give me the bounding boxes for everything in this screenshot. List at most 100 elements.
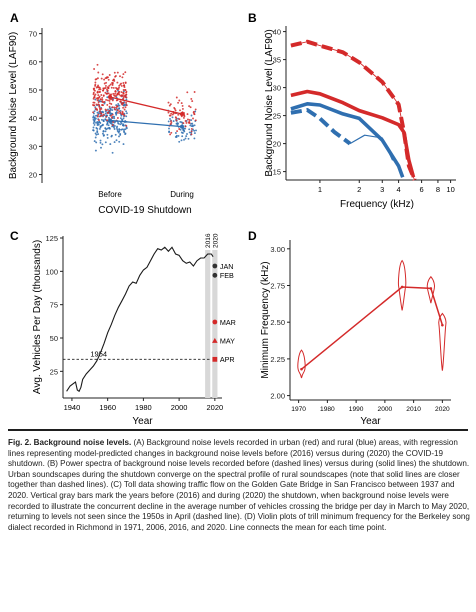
panel-a-urban-point	[190, 127, 193, 130]
panel-a-rural-point	[117, 121, 119, 124]
panel-a-rural-point	[113, 124, 116, 127]
panel-b-y-label: Background Noise Level (LAF90)	[264, 29, 275, 176]
panel-b-xtick-label: 1	[318, 185, 322, 194]
panel-b-x-label: Frequency (kHz)	[340, 199, 414, 210]
panel-a-rural-point	[193, 132, 196, 135]
panel-b-rural-before-line	[349, 134, 394, 161]
panel-a-x-label: COVID-19 Shutdown	[98, 205, 191, 216]
panel-a-urban-point	[98, 107, 101, 110]
panel-a-rural-point	[110, 135, 113, 138]
panel-a-urban-point	[179, 109, 181, 112]
panel-a-urban-point	[169, 123, 172, 126]
panel-d-xtick-label: 1980	[320, 406, 335, 413]
panel-a-urban-point	[111, 84, 114, 86]
panel-a-urban-point	[122, 96, 125, 99]
panel-a-urban-point	[104, 91, 107, 94]
panel-a-rural-point	[115, 139, 118, 142]
panel-d-ytick-label: 2.25	[270, 355, 285, 364]
panel-c-x-label: Year	[132, 416, 153, 427]
panel-a-rural-point	[182, 128, 185, 131]
panel-a-urban-point	[116, 109, 119, 111]
panel-a-urban-point	[167, 111, 170, 114]
panel-c-traffic-line	[66, 246, 214, 393]
panel-a-rural-point	[116, 130, 119, 133]
panel-a-rural-point	[181, 135, 184, 138]
panel-a-rural-point	[167, 120, 170, 123]
panel-a-urban-point	[99, 115, 102, 117]
panel-a-urban-point	[103, 78, 106, 81]
panel-a-urban-point	[125, 93, 128, 96]
panel-a-rural-point	[189, 124, 192, 127]
panel-a-rural-point	[116, 128, 119, 131]
panel-a-urban-point	[114, 90, 117, 92]
panel-a-urban-point	[118, 93, 121, 96]
panel-a-rural-point	[118, 107, 121, 110]
panel-a-urban-point	[188, 105, 191, 108]
panel-a-xtick-label: During	[170, 190, 194, 199]
panel-a-rural-point	[101, 143, 104, 146]
panel-a-rural-point	[193, 124, 196, 127]
panel-a-rural-point	[121, 118, 123, 121]
panel-a-urban-point	[108, 109, 111, 112]
panel-a-rural-point	[123, 103, 126, 106]
panel-d-mean-point	[429, 287, 433, 290]
panel-a-rural-point	[92, 116, 95, 119]
panel-a-urban-point	[120, 94, 123, 97]
panel-a-urban-point	[113, 94, 116, 97]
panel-a-urban-point	[120, 91, 123, 94]
panel-a-urban-point	[170, 131, 173, 134]
panel-a-urban-point	[116, 105, 119, 108]
panel-d-chart: 2.00 2.25 2.50 2.75 3.00 1970 1980 1990 2000 2010…	[260, 240, 451, 427]
panel-a-urban-point	[125, 104, 128, 107]
panel-c-xtick-label: 1940	[64, 403, 81, 412]
panel-a-urban-point	[106, 103, 109, 106]
panel-a-urban-point	[176, 130, 179, 133]
panel-b-letter: B	[248, 11, 257, 25]
panel-a-urban-point	[125, 96, 128, 99]
panel-a-urban-point	[177, 113, 180, 116]
panel-a-rural-point	[119, 123, 122, 126]
panel-a-urban-point	[107, 86, 109, 89]
panel-a-urban-point	[194, 108, 197, 111]
panel-b-rural-before-line	[290, 108, 352, 146]
panel-a-urban-point	[102, 89, 105, 92]
panel-a-urban-point	[92, 111, 95, 114]
panel-b-ytick-label: 35	[273, 56, 281, 65]
panel-a-rural-point	[96, 111, 99, 114]
panel-a-rural-point	[98, 127, 101, 130]
panel-a-urban-point	[174, 109, 177, 112]
panel-a-rural-point	[102, 134, 105, 137]
panel-a-rural-point	[118, 128, 121, 131]
panel-a-urban-point	[175, 96, 178, 99]
panel-a-ytick-label: 40	[29, 114, 37, 123]
panel-a-rural-point	[93, 140, 96, 143]
panel-a-rural-point	[125, 115, 128, 118]
panel-b-xtick-label: 8	[436, 185, 440, 194]
panel-a-rural-point	[98, 120, 101, 123]
panel-a-urban-point	[124, 81, 127, 84]
panel-a-rural-point	[171, 116, 174, 119]
panel-a-urban-point	[168, 114, 171, 117]
panel-a-urban-point	[102, 94, 105, 97]
panel-d-violin	[397, 259, 407, 311]
panel-d-mean-line	[301, 286, 444, 370]
panel-a-rural-point	[117, 103, 120, 105]
panel-c-ytick-label: 100	[45, 267, 58, 276]
panel-a-urban-point	[97, 94, 100, 97]
panel-a-urban-point	[111, 106, 114, 109]
panel-a-rural-point	[96, 122, 99, 125]
panel-a-rural-point	[183, 138, 185, 141]
panel-a-urban-point	[102, 88, 105, 90]
panel-a-urban-point	[112, 92, 115, 95]
panel-a-urban-point	[108, 99, 111, 102]
panel-a-urban-point	[100, 107, 103, 110]
panel-c-month-point	[212, 263, 218, 269]
caption-divider	[8, 429, 468, 431]
panel-a-urban-point	[122, 92, 125, 95]
panel-a-urban-point	[94, 83, 97, 86]
panel-a-urban-point	[182, 122, 185, 125]
panel-d-ytick-label: 2.75	[270, 282, 285, 291]
panel-d-violin	[426, 275, 436, 304]
panel-a-urban-point	[93, 101, 96, 104]
panel-a-rural-point	[92, 118, 95, 121]
